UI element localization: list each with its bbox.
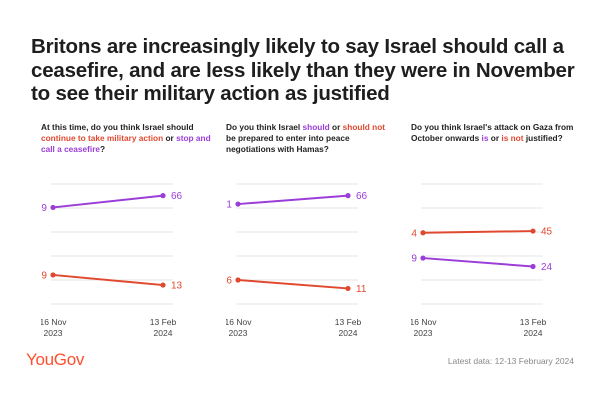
series-line	[422, 257, 534, 268]
chart-panel-ceasefire: At this time, do you think Israel should…	[41, 122, 216, 347]
series-line	[237, 194, 349, 206]
question-text-part: Do you think Israel's attack on Gaza fro…	[411, 122, 574, 143]
series-line	[52, 273, 164, 287]
question-text-part: or	[163, 133, 177, 143]
question-text-part: continue to take military action	[41, 133, 164, 143]
data-label: 44	[411, 228, 417, 239]
data-point	[50, 272, 56, 278]
question-text-part: stop and call a ceasefire	[41, 133, 211, 154]
data-label: 59	[41, 203, 47, 214]
data-label: 66	[356, 191, 368, 202]
data-label: 13	[171, 281, 183, 292]
data-label: 66	[171, 191, 183, 202]
data-point	[345, 285, 351, 292]
data-label: 24	[541, 262, 553, 273]
question-text-part: or	[488, 133, 502, 143]
yougov-logo: YouGov	[26, 350, 85, 369]
data-point	[160, 193, 166, 199]
question-text-part: should	[302, 122, 330, 132]
latest-data-note: Latest data: 12-13 February 2024	[447, 356, 574, 366]
data-point	[530, 228, 536, 234]
data-point	[420, 255, 426, 261]
data-point	[50, 204, 56, 211]
data-label: 61	[226, 200, 232, 211]
data-label: 29	[411, 254, 417, 265]
question-text-part: or	[329, 122, 343, 132]
series-line	[422, 230, 534, 234]
question-text-part: be prepared to enter into peace negotiat…	[226, 133, 350, 154]
data-point	[420, 230, 426, 236]
x-tick-label: 16 Nov	[226, 317, 252, 327]
chart-title: Britons are increasingly likely to say I…	[31, 35, 575, 105]
data-label: 11	[356, 284, 367, 295]
panel-question: Do you think Israel's attack on Gaza fro…	[411, 122, 581, 144]
x-tick-label: 13 Feb	[520, 317, 547, 327]
data-point	[160, 282, 166, 288]
question-text-part: is	[481, 133, 489, 143]
x-tick-label: 2023	[44, 328, 63, 338]
question-text-part: Do you think Israel	[226, 122, 303, 132]
data-label: 45	[541, 227, 553, 238]
x-tick-label: 2023	[414, 328, 433, 338]
question-text-part: is not	[501, 133, 524, 143]
question-text-part: should not	[342, 122, 386, 132]
data-point	[345, 193, 351, 199]
x-tick-label: 13 Feb	[335, 317, 362, 327]
data-point	[530, 263, 536, 270]
panel-question: At this time, do you think Israel should…	[41, 122, 211, 155]
x-tick-label: 16 Nov	[41, 317, 67, 327]
x-tick-label: 2024	[154, 328, 173, 338]
x-tick-label: 16 Nov	[411, 317, 437, 327]
x-tick-label: 13 Feb	[150, 317, 177, 327]
series-line	[237, 279, 349, 290]
question-text-part: justified?	[523, 133, 563, 143]
data-point	[235, 201, 241, 207]
x-tick-label: 2023	[229, 328, 248, 338]
data-label: 19	[41, 270, 47, 281]
chart-panel-negotiations: Do you think Israel should or should not…	[226, 122, 401, 347]
panel-question: Do you think Israel should or should not…	[226, 122, 396, 155]
question-text-part: At this time, do you think Israel should	[41, 122, 194, 132]
x-tick-label: 2024	[339, 328, 358, 338]
series-line	[52, 194, 164, 209]
data-point	[235, 277, 241, 283]
question-text-part: ?	[100, 144, 106, 154]
chart-panel-justified: Do you think Israel's attack on Gaza fro…	[411, 122, 586, 347]
x-tick-label: 2024	[524, 328, 543, 338]
data-label: 16	[226, 276, 232, 287]
